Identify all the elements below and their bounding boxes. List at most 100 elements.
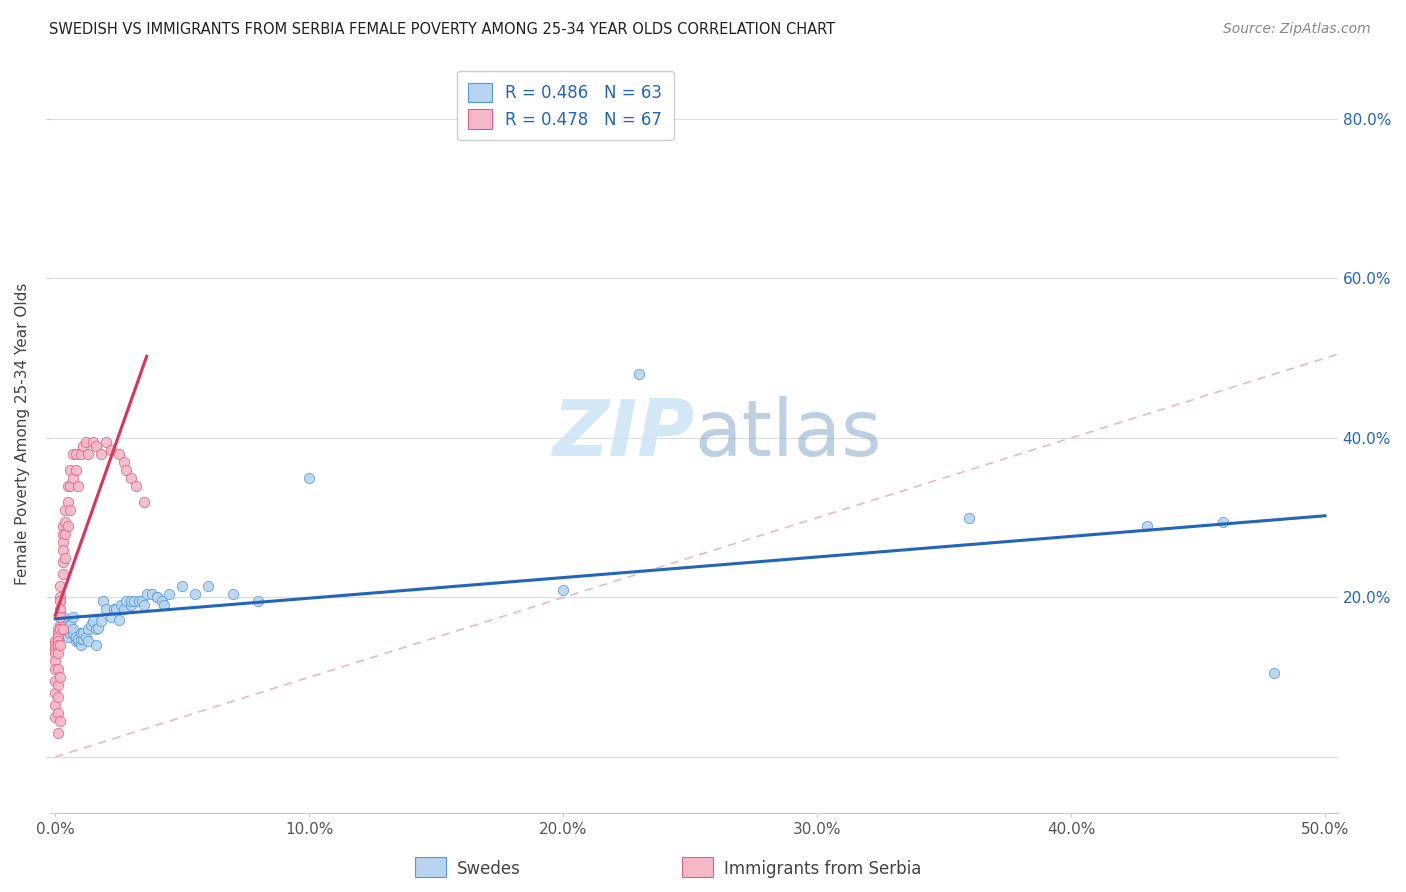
Point xyxy=(298,471,321,485)
Point xyxy=(75,434,97,449)
Point xyxy=(197,578,219,592)
Point xyxy=(112,602,135,616)
Legend: R = 0.486   N = 63, R = 0.478   N = 67: R = 0.486 N = 63, R = 0.478 N = 67 xyxy=(457,71,673,140)
Point xyxy=(75,631,97,645)
Point xyxy=(52,615,75,629)
Point xyxy=(159,586,181,600)
Point xyxy=(72,626,94,640)
Point xyxy=(69,638,91,652)
Point xyxy=(150,594,173,608)
Point xyxy=(84,638,107,652)
Point xyxy=(52,526,75,541)
Point xyxy=(56,518,79,533)
Point xyxy=(52,566,75,581)
Point xyxy=(65,463,87,477)
Point xyxy=(62,626,84,640)
Point xyxy=(65,447,87,461)
Point xyxy=(56,479,79,493)
Point xyxy=(553,582,575,597)
Point xyxy=(103,602,125,616)
Point xyxy=(62,471,84,485)
Point xyxy=(49,623,72,637)
Point xyxy=(44,646,66,660)
Point xyxy=(44,634,66,648)
Point xyxy=(52,623,75,637)
Point xyxy=(1263,666,1285,681)
Point xyxy=(120,471,142,485)
Point xyxy=(52,534,75,549)
Point xyxy=(53,515,76,529)
Point xyxy=(120,594,142,608)
Point xyxy=(65,631,87,645)
Point xyxy=(172,578,194,592)
Point xyxy=(107,613,129,627)
Point xyxy=(87,621,110,635)
Point xyxy=(115,594,138,608)
Point xyxy=(100,610,122,624)
Point xyxy=(100,442,122,457)
Point xyxy=(115,463,138,477)
Point xyxy=(77,623,100,637)
Point xyxy=(110,599,132,613)
Point xyxy=(59,502,82,516)
Point xyxy=(112,455,135,469)
Point xyxy=(67,479,90,493)
Point xyxy=(94,434,117,449)
Point xyxy=(82,434,104,449)
Point xyxy=(46,634,69,648)
Point xyxy=(131,594,153,608)
Point xyxy=(72,439,94,453)
Point xyxy=(141,586,163,600)
Point xyxy=(49,638,72,652)
Point xyxy=(46,662,69,676)
Point xyxy=(90,447,112,461)
Point xyxy=(69,632,91,646)
Point xyxy=(46,626,69,640)
Point xyxy=(628,367,651,381)
Point xyxy=(53,626,76,640)
Point xyxy=(49,714,72,728)
Point xyxy=(46,638,69,652)
Point xyxy=(44,642,66,657)
Point xyxy=(44,698,66,713)
Point xyxy=(62,610,84,624)
Point xyxy=(46,678,69,692)
Point xyxy=(67,632,90,646)
Point xyxy=(59,479,82,493)
Point xyxy=(49,602,72,616)
Point xyxy=(56,623,79,637)
Point xyxy=(44,654,66,668)
Point xyxy=(84,623,107,637)
Point xyxy=(44,710,66,724)
Point xyxy=(135,586,157,600)
Point xyxy=(1136,518,1159,533)
Point xyxy=(56,631,79,645)
Point xyxy=(132,599,155,613)
Point xyxy=(59,618,82,632)
Point xyxy=(52,518,75,533)
Point xyxy=(247,594,270,608)
Point xyxy=(146,591,169,605)
Point xyxy=(53,526,76,541)
Point xyxy=(67,634,90,648)
Point xyxy=(222,586,245,600)
Point xyxy=(94,602,117,616)
Point xyxy=(49,610,72,624)
Point xyxy=(62,447,84,461)
Point xyxy=(59,626,82,640)
Point xyxy=(44,662,66,676)
Point xyxy=(52,542,75,557)
Point xyxy=(93,594,115,608)
Point xyxy=(77,447,100,461)
Point xyxy=(49,578,72,592)
Point xyxy=(90,615,112,629)
Text: atlas: atlas xyxy=(695,396,882,472)
Point xyxy=(53,550,76,565)
Point xyxy=(72,632,94,646)
Point xyxy=(44,638,66,652)
Point xyxy=(128,594,150,608)
Point xyxy=(957,510,980,524)
Point xyxy=(46,726,69,740)
Point xyxy=(56,495,79,509)
Point xyxy=(122,594,145,608)
